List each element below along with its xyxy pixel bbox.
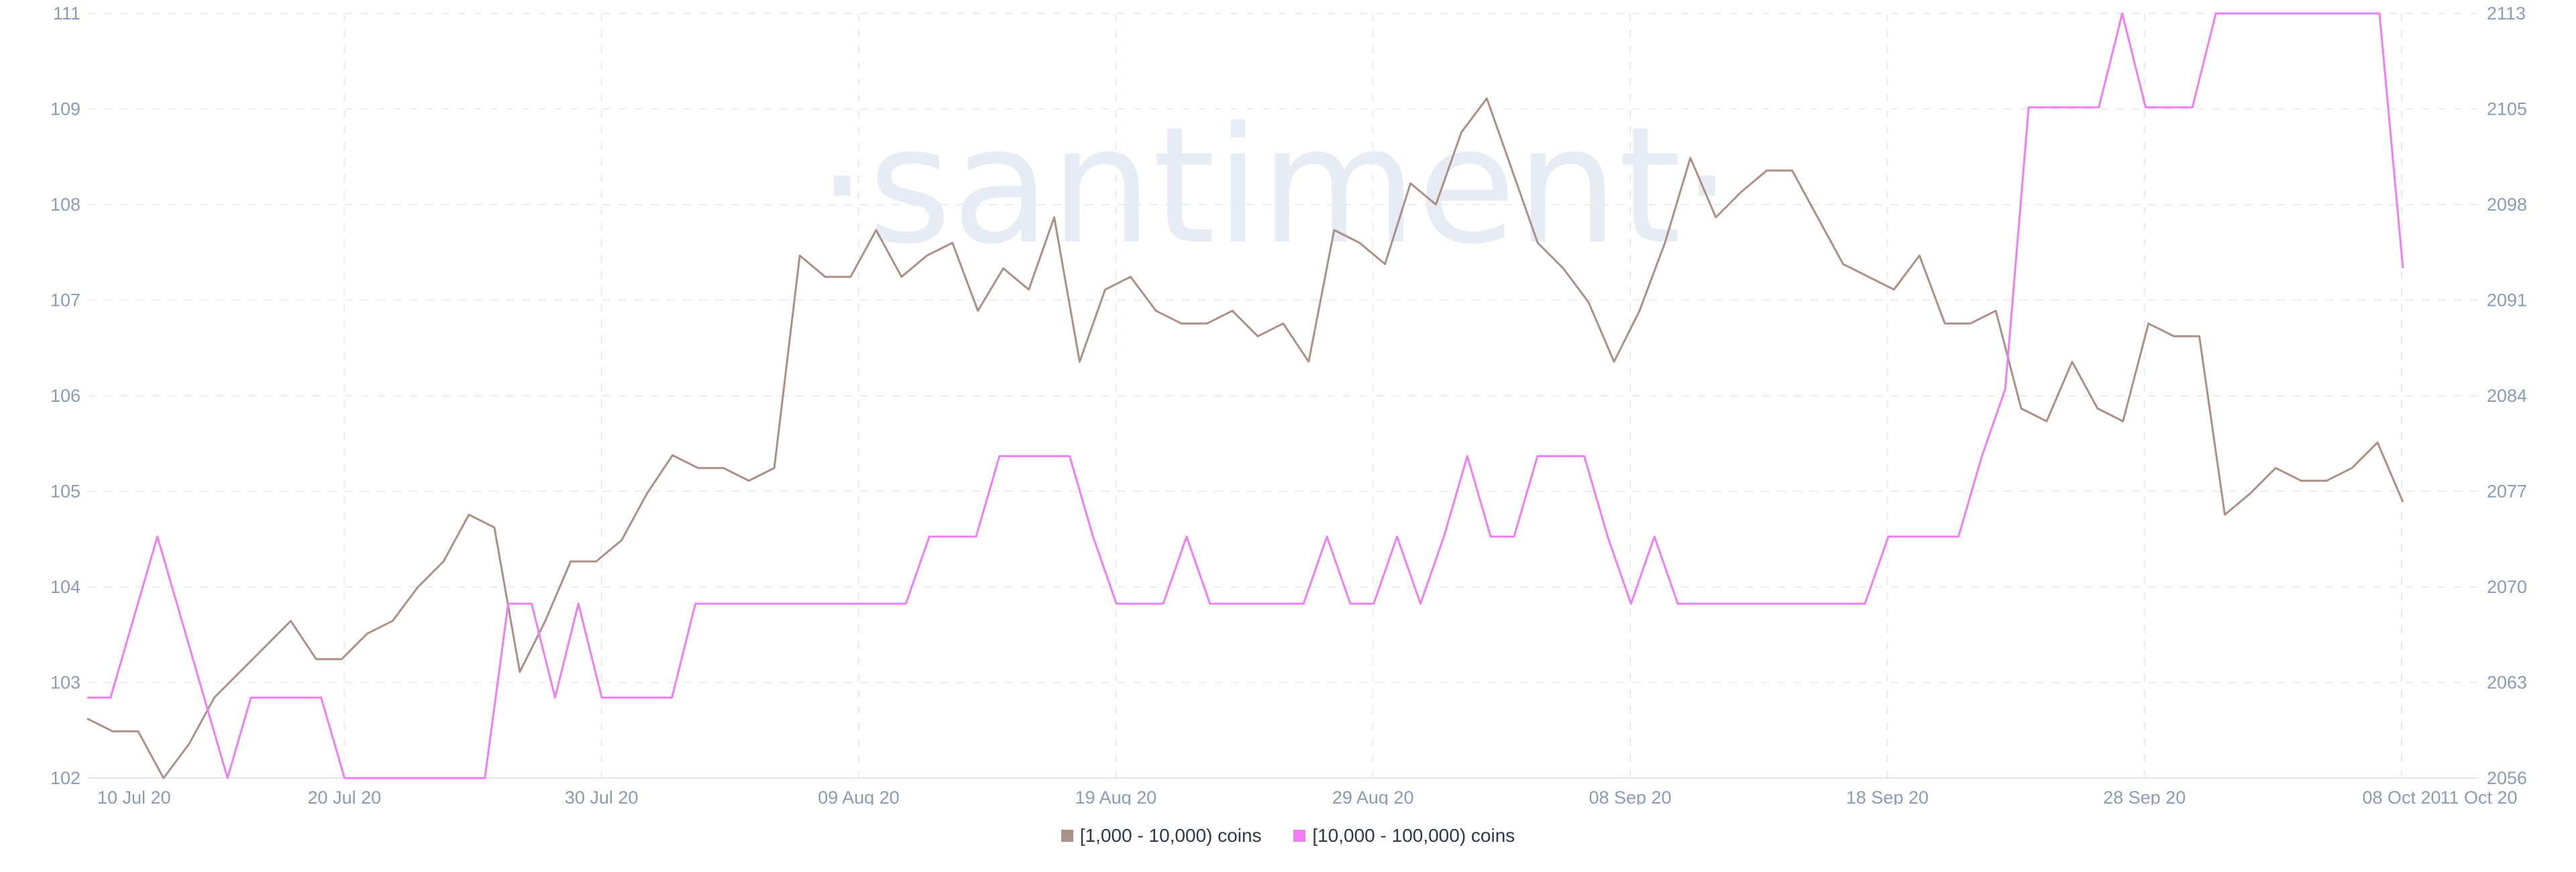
right-tick-label: 2070 [2487, 577, 2527, 597]
left-tick-label: 106 [50, 386, 80, 406]
legend-label: [1,000 - 10,000) coins [1079, 825, 1262, 846]
left-axis-ticks: 102 103 104 105 106 107 108 109 111 [50, 3, 80, 788]
right-tick-label: 2105 [2487, 99, 2527, 119]
x-tick-label: 18 Sep 20 [1846, 787, 1929, 805]
left-tick-label: 111 [53, 3, 80, 23]
series-line-1000-10000 [87, 97, 2404, 779]
right-tick-label: 2063 [2487, 673, 2527, 693]
x-tick-label: 29 Aug 20 [1332, 787, 1414, 805]
x-tick-label: 20 Jul 20 [308, 787, 382, 805]
legend-item-10000-100000[interactable]: [10,000 - 100,000) coins [1293, 825, 1515, 847]
right-tick-label: 2091 [2487, 290, 2527, 311]
line-chart: ·santiment· 102103104105106107108109111 … [50, 3, 2527, 805]
left-tick-label: 104 [50, 577, 80, 597]
legend-item-1000-10000[interactable]: [1,000 - 10,000) coins [1061, 825, 1262, 847]
left-tick-label: 103 [50, 673, 80, 693]
series-line-10000-100000 [87, 12, 2404, 779]
series-lines [87, 12, 2404, 779]
x-tick-label: 19 Aug 20 [1075, 787, 1157, 805]
x-tick-label: 08 Oct 20 [2362, 787, 2440, 805]
x-tick-label: 28 Sep 20 [2103, 787, 2186, 805]
legend-label: [10,000 - 100,000) coins [1312, 825, 1515, 846]
right-tick-label: 2077 [2487, 482, 2527, 502]
left-tick-label: 109 [50, 99, 80, 119]
right-axis-ticks: 2056 2063 2070 2077 2084 2091 2098 2105 2113 [2487, 3, 2527, 788]
santiment-watermark: ·santiment· [816, 92, 1732, 280]
left-tick-label: 105 [50, 482, 80, 502]
x-tick-label: 30 Jul 20 [565, 787, 639, 805]
right-tick-label: 2084 [2487, 386, 2527, 406]
right-tick-label: 2113 [2487, 3, 2526, 23]
right-tick-label: 2098 [2487, 195, 2527, 215]
legend-swatch-brown [1061, 830, 1073, 842]
x-tick-label: 09 Aug 20 [818, 787, 900, 805]
left-tick-label: 102 [50, 768, 80, 788]
x-axis-ticks: 10 Jul 20 20 Jul 20 30 Jul 20 09 Aug 20 19 A… [97, 787, 2518, 805]
legend: [1,000 - 10,000) coins [10,000 - 100,000… [0, 825, 2576, 847]
legend-swatch-pink [1293, 830, 1306, 842]
x-tick-label: 11 Oct 20 [2440, 787, 2517, 805]
right-tick-label: 2056 [2487, 768, 2527, 788]
left-tick-label: 108 [50, 195, 80, 215]
x-tick-label: 10 Jul 20 [97, 787, 171, 805]
left-tick-label: 107 [50, 290, 80, 311]
x-tick-label: 08 Sep 20 [1589, 787, 1671, 805]
